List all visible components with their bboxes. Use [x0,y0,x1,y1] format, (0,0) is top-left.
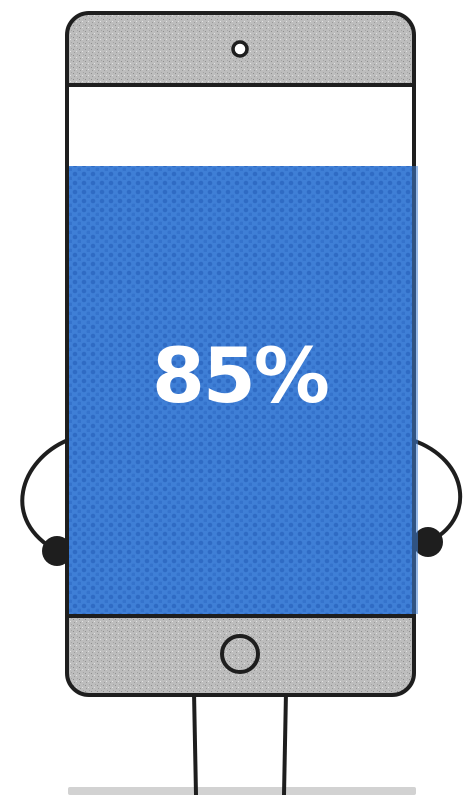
ground-line [68,787,416,795]
right-hand [413,527,443,557]
right-leg [282,691,288,796]
battery-percentage-label: 85% [152,331,330,420]
right-arm [411,438,463,544]
front-camera-icon [231,40,249,58]
left-arm [20,438,69,553]
left-leg [192,691,198,796]
left-hand [42,536,72,566]
home-button-icon [220,634,260,674]
battery-fill [69,166,418,615]
